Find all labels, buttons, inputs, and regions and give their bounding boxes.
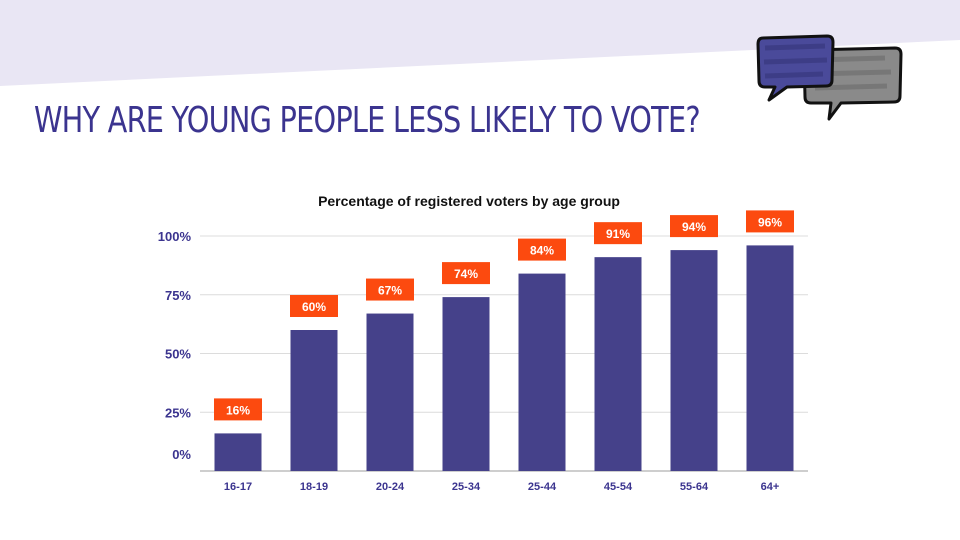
bar: [670, 250, 718, 471]
data-label: 60%: [302, 300, 326, 314]
data-label-box: [442, 262, 490, 285]
x-tick-label: 25-34: [452, 481, 481, 493]
bar: [442, 297, 490, 471]
x-tick-label: 25-44: [528, 481, 557, 493]
bar: [518, 273, 566, 471]
bar: [290, 330, 338, 471]
data-label-box: [670, 215, 718, 238]
y-tick-label: 100%: [158, 229, 192, 244]
chart-title: Percentage of registered voters by age g…: [318, 193, 620, 209]
data-label: 91%: [606, 227, 630, 241]
bar: [594, 257, 642, 471]
data-label-box: [594, 222, 642, 245]
x-tick-label: 16-17: [224, 481, 252, 493]
x-tick-label: 45-54: [604, 481, 633, 493]
data-label-box: [214, 398, 262, 421]
speech-bubbles-icon: [756, 34, 903, 121]
y-tick-label: 50%: [165, 347, 191, 362]
y-tick-label: 0%: [172, 447, 191, 462]
x-tick-label: 55-64: [680, 481, 709, 493]
y-tick-label: 25%: [165, 405, 191, 420]
data-label-box: [518, 238, 566, 261]
data-label: 16%: [226, 403, 250, 417]
x-tick-label: 20-24: [376, 481, 405, 493]
data-label-box: [746, 210, 794, 233]
header-background-band: [0, 0, 960, 86]
bar: [366, 313, 414, 471]
data-label-box: [290, 295, 338, 317]
y-tick-label: 75%: [165, 288, 191, 303]
bar: [214, 433, 262, 471]
x-tick-label: 64+: [761, 481, 780, 493]
page-title: WHY ARE YOUNG PEOPLE LESS LIKELY TO VOTE…: [34, 100, 701, 141]
data-label-box: [366, 278, 414, 301]
x-tick-label: 18-19: [300, 481, 328, 493]
data-label: 84%: [530, 244, 554, 258]
bar: [746, 245, 794, 471]
data-label: 96%: [758, 215, 782, 229]
data-label: 67%: [378, 284, 402, 298]
data-label: 74%: [454, 267, 478, 281]
data-label: 94%: [682, 220, 706, 234]
